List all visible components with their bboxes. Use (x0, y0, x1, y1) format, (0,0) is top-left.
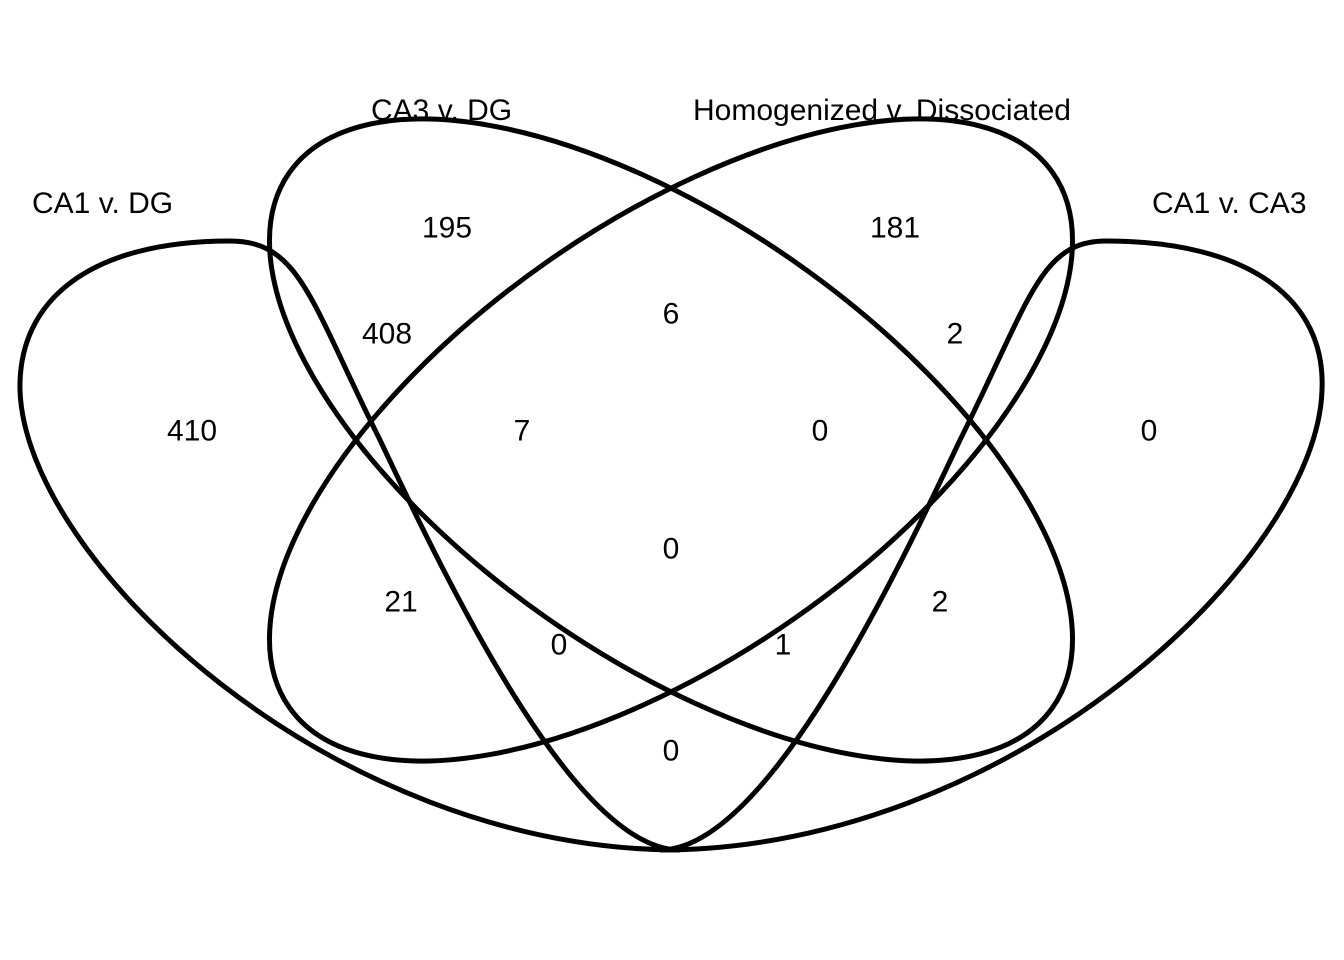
count-ca1-dg-ca3-dg-homog-dissoc: 7 (514, 415, 531, 448)
count-ca3-dg-homog-dissoc-ca1-ca3: 0 (812, 415, 829, 448)
set-label-ca3-dg: CA3 v. DG (371, 94, 512, 127)
count-ca3-dg-only: 195 (422, 212, 472, 245)
count-ca3-dg-ca1-ca3: 2 (932, 586, 949, 619)
count-all-four: 0 (663, 533, 680, 566)
set-ellipse-ca3-dg (266, 116, 1076, 764)
count-ca1-dg-homog-dissoc: 21 (384, 586, 417, 619)
count-homog-dissoc-only: 181 (870, 212, 920, 245)
set-ellipse-homog-dissoc (266, 116, 1076, 764)
count-ca1-dg-ca3-dg: 408 (362, 318, 412, 351)
set-label-ca1-dg: CA1 v. DG (32, 187, 173, 220)
count-ca1-dg-ca3-dg-ca1-ca3: 1 (775, 629, 792, 662)
count-homog-dissoc-ca1-ca3: 2 (947, 318, 964, 351)
count-ca3-dg-homog-dissoc: 6 (663, 298, 680, 331)
set-label-homog-dissoc: Homogenized v. Dissociated (693, 94, 1071, 127)
set-label-ca1-ca3: CA1 v. CA3 (1152, 187, 1307, 220)
set-ellipse-ca1-ca3 (659, 238, 1325, 853)
count-ca1-dg-homog-dissoc-ca1-ca3: 0 (551, 629, 568, 662)
count-ca1-ca3-only: 0 (1141, 415, 1158, 448)
set-ellipse-ca1-dg (17, 238, 681, 853)
count-ca1-dg-only: 410 (167, 415, 217, 448)
count-ca1-dg-ca1-ca3: 0 (663, 735, 680, 768)
